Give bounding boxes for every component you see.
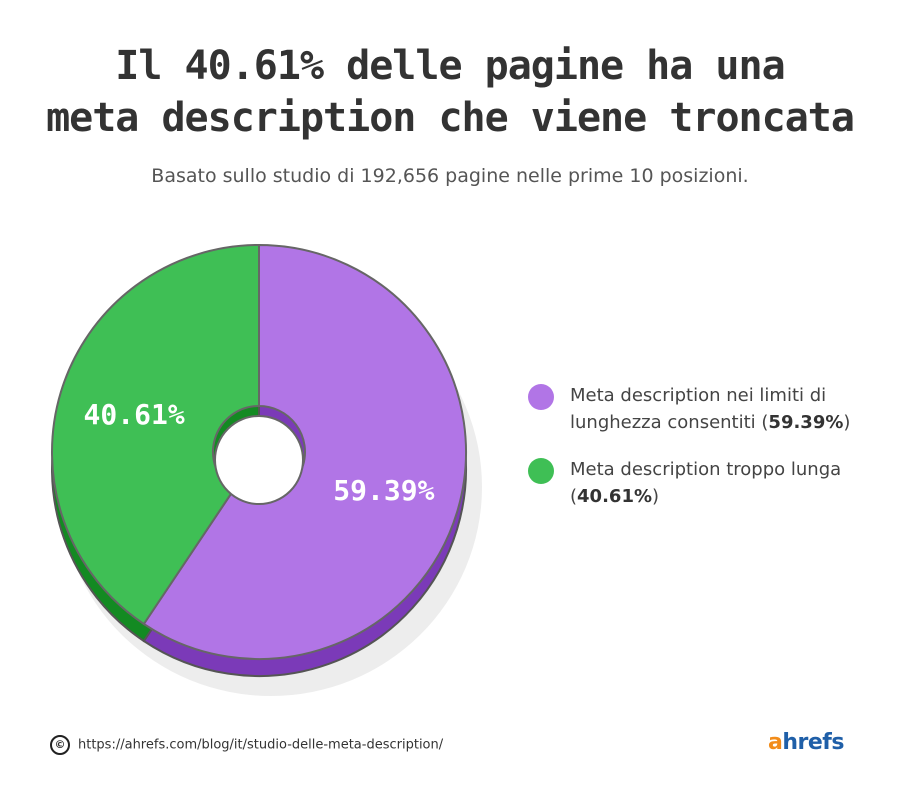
legend-close-1: ): [843, 412, 851, 433]
logo-text: hrefs: [782, 730, 844, 755]
legend-text-2: Meta description troppo lunga (: [570, 459, 842, 507]
title-line-2: meta description che viene troncata: [46, 95, 855, 141]
title-line-1: Il 40.61% delle pagine ha una: [115, 43, 785, 89]
logo-letter-a: a: [768, 730, 783, 755]
footer: © https://ahrefs.com/blog/it/studio-delle…: [50, 735, 443, 755]
data-label-1: 59.39%: [333, 474, 434, 507]
legend-swatch-green: [528, 458, 554, 484]
legend-close-2: ): [652, 486, 660, 507]
donut-hole: [214, 415, 304, 505]
source-url[interactable]: https://ahrefs.com/blog/it/studio-delle-…: [78, 737, 444, 753]
chart-subtitle: Basato sullo studio di 192,656 pagine ne…: [151, 165, 749, 187]
ahrefs-logo: ahrefs: [768, 730, 844, 755]
chart-title: Il 40.61% delle pagine ha una meta descr…: [0, 40, 900, 144]
data-label-2: 40.61%: [84, 398, 185, 431]
legend-item-green: Meta description troppo lunga (40.61%): [528, 456, 868, 510]
legend-item-purple: Meta description nei limiti di lunghezza…: [528, 382, 868, 436]
legend-pct-1: 59.39%: [768, 412, 844, 433]
copyright-icon: ©: [50, 735, 70, 755]
donut-chart: 59.39% 40.61%: [51, 243, 482, 696]
legend-swatch-purple: [528, 384, 554, 410]
legend-text-1: Meta description nei limiti di lunghezza…: [570, 385, 827, 433]
slice-2: [51, 243, 260, 626]
legend-pct-2: 40.61%: [577, 486, 653, 507]
legend: Meta description nei limiti di lunghezza…: [528, 382, 868, 530]
